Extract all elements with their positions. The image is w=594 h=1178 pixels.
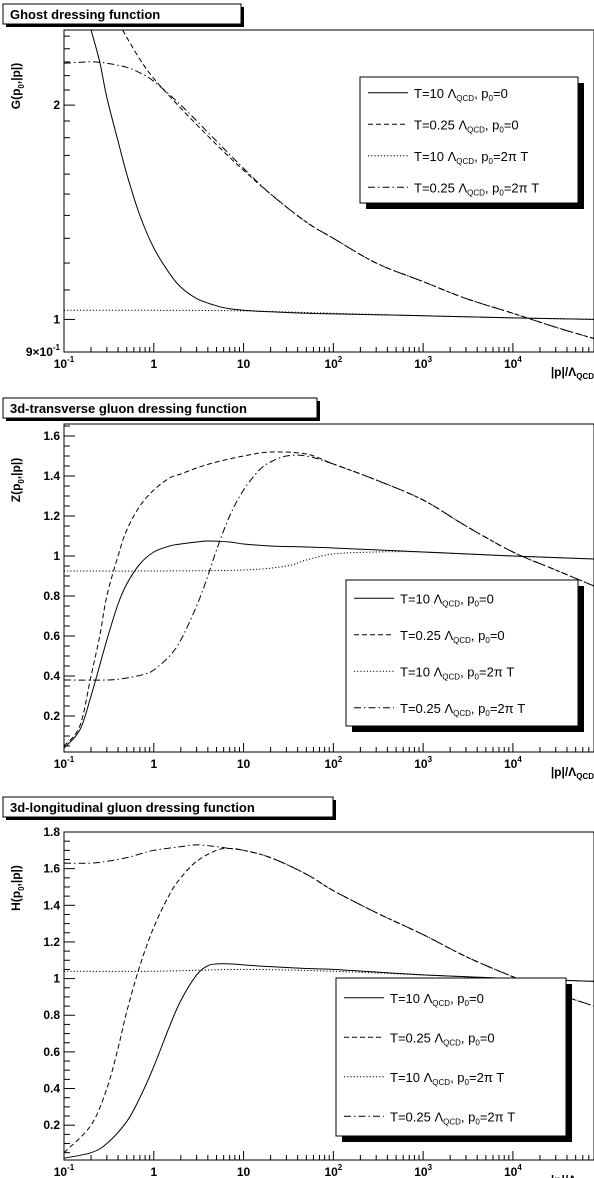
x-tick-label: 1 [150,757,157,771]
x-axis: 10-1 1 10 102 103 104 [54,743,594,771]
series-line-dashed [64,847,594,1154]
series-line-dotted [64,309,594,320]
y-axis: 0.2 0.4 0.6 0.8 1 1.2 1.4 1.6 1.8 [43,825,75,1154]
x-tick-label: 10-1 [54,755,75,771]
y-axis-label: H(p0,|p|) [9,865,26,911]
legend-entry: T=0.25 ΛQCD, p0=0 [414,117,519,134]
y-tick-label: 1.4 [43,469,60,483]
y-tick-label: 0.2 [43,709,60,723]
x-axis-label: |p|/ΛQCD [551,765,594,781]
x-axis-label: |p|/ΛQCD [551,365,594,381]
series-line-dashdot [64,454,594,681]
x-tick-label: 1 [150,357,157,371]
legend-entry: T=0.25 ΛQCD, p0=2π T [390,1109,515,1126]
y-tick-label: 1.2 [43,509,60,523]
series-line-dashdot [64,844,594,1007]
x-tick-label: 10-1 [54,355,75,371]
y-tick-label: 1.6 [43,429,60,443]
y-tick-label: 0.6 [43,629,60,643]
legend-entry: T=0.25 ΛQCD, p0=0 [400,628,505,645]
legend-entry: T=10 ΛQCD, p0=2π T [390,1070,504,1087]
y-tick-label: 1.6 [43,862,60,876]
legend: T=10 ΛQCD, p0=0 T=0.25 ΛQCD, p0=0 T=10 ΛQC… [345,579,584,732]
title-frame [2,3,242,25]
y-axis-label: Z(p0,|p|) [9,458,26,503]
x-tick-label: 10 [237,1165,251,1178]
chart-title: 3d-transverse gluon dressing function [2,397,320,421]
legend-entry: T=0.25 ΛQCD, p0=0 [390,1030,495,1047]
series-line-dotted [64,551,594,572]
legend-frame [359,76,579,204]
y-tick-label: 0.2 [43,1118,60,1132]
legend-entry: T=0.25 ΛQCD, p0=2π T [400,701,525,718]
y-tick-label: 0.8 [43,589,60,603]
legend-frame [335,977,567,1137]
x-tick-label: 103 [414,355,432,371]
x-tick-label: 102 [324,1163,342,1178]
series-line-solid [90,30,594,320]
x-tick-label: 104 [504,355,522,371]
y-tick-label: 0.6 [43,1045,60,1059]
legend-entry: T=10 ΛQCD, p0=2π T [400,664,514,681]
legend-entry: T=10 ΛQCD, p0=0 [400,591,494,608]
chart-panel-3: 3d-longitudinal gluon dressing function 1… [2,796,594,1178]
y-tick-label: 1.8 [43,825,60,839]
legend-entry: T=10 ΛQCD, p0=0 [390,991,484,1008]
legend-entry: T=10 ΛQCD, p0=0 [414,86,508,103]
chart-panel-2: 3d-transverse gluon dressing function 10-… [2,397,594,781]
title-frame [2,796,334,818]
y-tick-label: 0.4 [43,669,60,683]
y-tick-label: 0.8 [43,1008,60,1022]
x-tick-label: 10 [237,757,251,771]
chart-panel-1: Ghost dressing function 10-1 1 10 102 103 104 9… [2,3,594,381]
y-tick-label: 1.2 [43,935,60,949]
x-axis: 10-1 1 10 102 103 104 [54,343,594,371]
title-frame [2,397,318,419]
title-text: Ghost dressing function [10,7,160,22]
legend-frame [345,579,579,727]
x-tick-label: 10-1 [54,1163,75,1178]
title-text: 3d-longitudinal gluon dressing function [10,800,255,815]
x-tick-label: 103 [414,1163,432,1178]
series-line-solid [64,540,594,749]
series-line-dashdot [64,61,594,340]
y-axis: 9×10-1 1 2 [26,35,75,359]
y-tick-label: 9×10-1 [26,343,61,359]
series-group [64,30,594,340]
chart-title: Ghost dressing function [2,3,244,27]
legend: T=10 ΛQCD, p0=0 T=0.25 ΛQCD, p0=0 T=10 ΛQC… [359,76,584,209]
y-tick-label: 1 [53,312,60,326]
x-tick-label: 10 [237,357,251,371]
title-text: 3d-transverse gluon dressing function [10,401,247,416]
y-axis-label: G(p0,|p|) [9,63,26,110]
x-tick-label: 104 [504,1163,522,1178]
y-axis: 0.2 0.4 0.6 0.8 1 1.2 1.4 1.6 [43,425,75,747]
x-tick-label: 103 [414,755,432,771]
x-axis-label: |p|/ΛQCD [551,1173,594,1178]
x-tick-label: 102 [324,355,342,371]
y-tick-label: 1 [53,972,60,986]
x-axis: 10-1 1 10 102 103 104 [54,1151,594,1178]
y-tick-label: 1.4 [43,898,60,912]
series-line-solid [64,963,594,1159]
series-group [64,451,594,749]
chart-title: 3d-longitudinal gluon dressing function [2,796,336,820]
legend: T=10 ΛQCD, p0=0 T=0.25 ΛQCD, p0=0 T=10 ΛQC… [335,977,572,1142]
x-tick-label: 1 [150,1165,157,1178]
y-tick-label: 2 [53,98,60,112]
x-tick-label: 102 [324,755,342,771]
y-tick-label: 1 [53,549,60,563]
series-line-dashed [122,30,594,340]
y-tick-label: 0.4 [43,1082,60,1096]
x-tick-label: 104 [504,755,522,771]
legend-entry: T=0.25 ΛQCD, p0=2π T [414,180,539,197]
legend-entry: T=10 ΛQCD, p0=2π T [414,149,528,166]
